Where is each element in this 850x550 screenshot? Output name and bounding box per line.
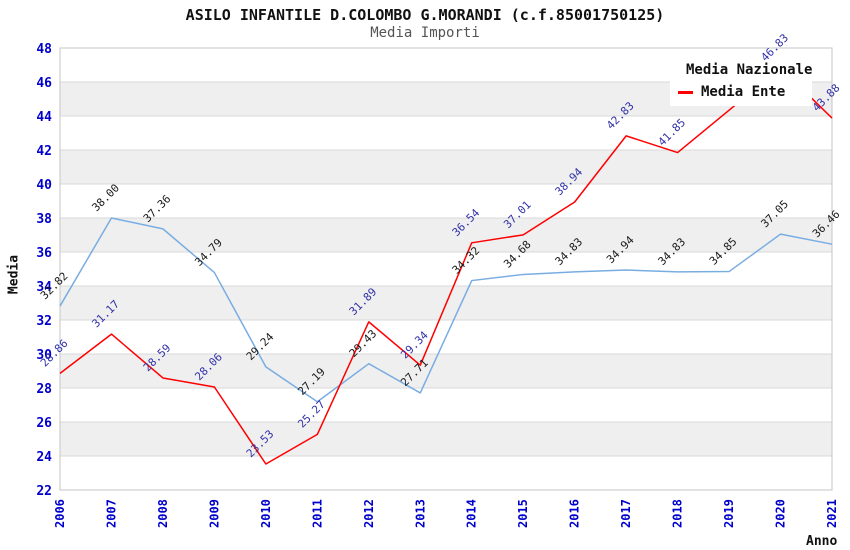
y-tick-label: 40: [36, 178, 52, 193]
y-tick-label: 42: [36, 144, 52, 159]
x-tick-label: 2014: [465, 499, 479, 528]
y-tick-label: 28: [36, 382, 52, 397]
legend-line-swatch-ente: [678, 90, 693, 94]
x-tick-label: 2018: [671, 499, 685, 528]
x-tick-label: 2012: [362, 499, 376, 528]
y-tick-label: 46: [36, 76, 52, 91]
y-tick-label: 44: [36, 110, 52, 125]
legend-label-ente: Media Ente: [701, 84, 786, 100]
y-tick-label: 36: [36, 246, 52, 261]
y-tick-label: 48: [36, 42, 52, 57]
x-tick-label: 2007: [104, 499, 118, 528]
x-tick-label: 2006: [53, 499, 67, 528]
legend-item-media-ente: Media Ente: [678, 84, 812, 100]
y-tick-label: 30: [36, 348, 52, 363]
x-tick-label: 2020: [774, 499, 788, 528]
x-tick-label: 2011: [310, 499, 324, 528]
x-tick-label: 2008: [156, 499, 170, 528]
x-tick-label: 2010: [259, 499, 273, 528]
x-tick-label: 2013: [413, 499, 427, 528]
plot-band: [60, 218, 832, 252]
legend-label-nazionale: Media Nazionale: [686, 62, 813, 78]
chart-subtitle: Media Importi: [370, 25, 480, 41]
series-line-media-nazionale: [59, 217, 833, 403]
x-axis-title: Anno: [806, 534, 838, 549]
y-axis-title: Media: [6, 254, 22, 295]
plot-band: [60, 354, 832, 388]
legend: Media Nazionale Media Ente: [670, 56, 812, 106]
plot-band: [60, 422, 832, 456]
chart-title: ASILO INFANTILE D.COLOMBO G.MORANDI (c.f…: [185, 6, 665, 24]
x-tick-label: 2017: [619, 499, 633, 528]
y-tick-label: 38: [36, 212, 52, 227]
series-line-media-ente: [59, 67, 833, 465]
plot-border: [59, 47, 833, 491]
y-tick-label: 34: [36, 280, 52, 295]
y-tick-label: 32: [36, 314, 52, 329]
x-tick-label: 2021: [825, 499, 839, 528]
x-tick-label: 2016: [568, 499, 582, 528]
legend-item-media-nazionale: Media Nazionale: [678, 62, 812, 78]
y-tick-label: 26: [36, 416, 52, 431]
y-tick-label: 24: [36, 450, 52, 465]
plot-band: [60, 150, 832, 184]
y-tick-label: 22: [36, 484, 52, 499]
x-tick-label: 2009: [207, 499, 221, 528]
x-tick-label: 2019: [722, 499, 736, 528]
x-tick-label: 2015: [516, 499, 530, 528]
